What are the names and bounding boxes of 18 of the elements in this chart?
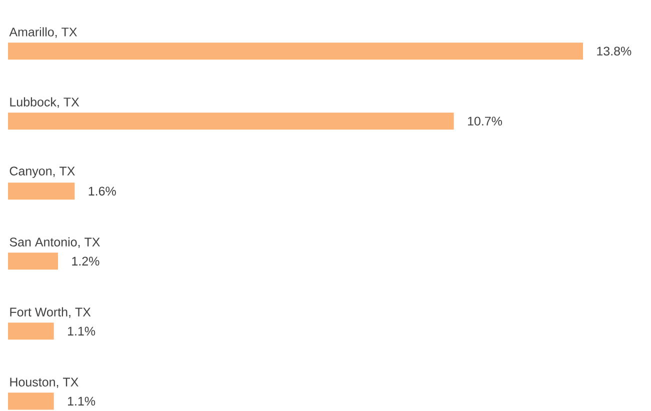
y-tick-label: Lubbock, TX — [10, 97, 80, 108]
bar — [8, 182, 75, 200]
data-label: 10.7% — [468, 116, 502, 126]
data-label: 1.1% — [68, 396, 96, 406]
data-label: 1.2% — [72, 256, 100, 266]
y-tick-label: Canyon, TX — [10, 166, 75, 178]
bar — [8, 252, 58, 270]
bar — [8, 322, 54, 340]
data-label: 1.6% — [88, 186, 116, 196]
y-tick-label: Fort Worth, TX — [10, 307, 91, 318]
y-tick-label: San Antonio, TX — [10, 237, 100, 248]
data-label: 13.8% — [597, 46, 632, 56]
bar — [8, 112, 454, 130]
data-label: 1.1% — [68, 326, 96, 336]
bar — [8, 392, 54, 410]
y-tick-label: Houston, TX — [10, 378, 78, 388]
bar — [8, 42, 583, 60]
y-tick-label: Amarillo, TX — [9, 27, 77, 38]
